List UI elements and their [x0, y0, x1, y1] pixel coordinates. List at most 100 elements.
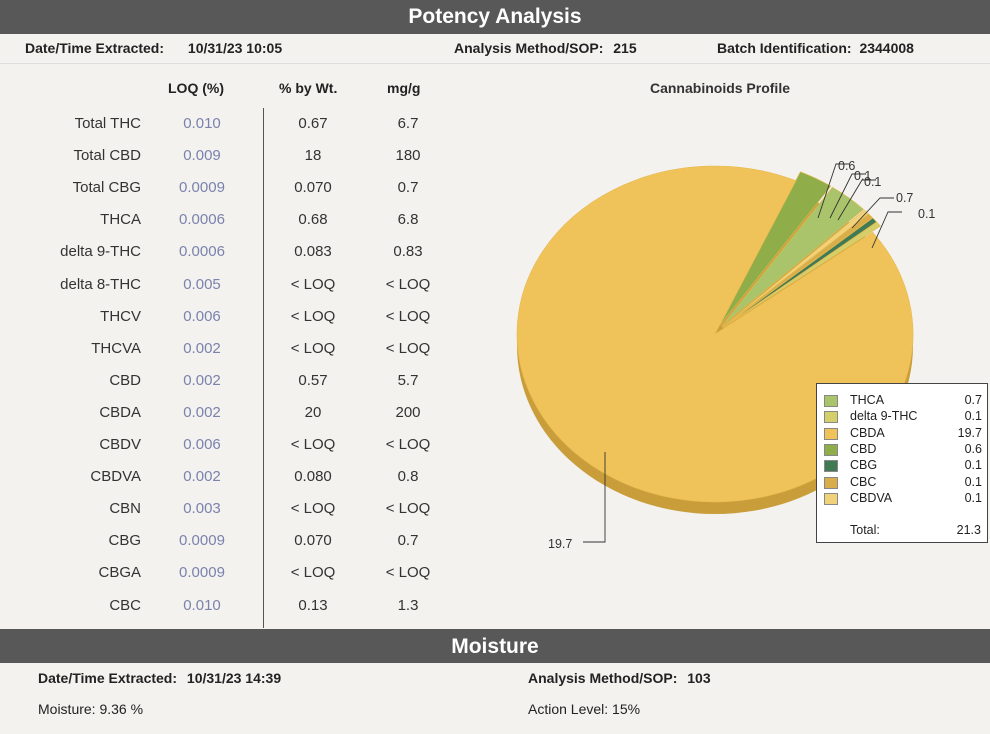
chart-legend: Total: 21.3 THCA 0.7 delta 9-THC 0.1 CBDA 19.…: [816, 383, 988, 543]
legend-name: THCA: [850, 393, 885, 407]
legend-name: delta 9-THC: [850, 409, 918, 424]
callout-line: [871, 211, 902, 249]
cell-pct: 0.070: [294, 532, 332, 550]
moisture-banner: Moisture: [0, 629, 990, 663]
pie-slice-cbd: [719, 171, 832, 326]
row-label: CBGA: [98, 564, 141, 582]
callout-label: 0.7: [896, 191, 913, 205]
cell-mg: < LOQ: [385, 564, 431, 582]
header-divider: [0, 63, 990, 64]
potency-method-value: 215: [613, 40, 637, 56]
legend-item: CBD 0.6: [824, 441, 984, 457]
pie-slice-cbc: [722, 213, 874, 328]
cell-loq: 0.006: [183, 436, 221, 453]
callout-label: 0.1: [854, 169, 871, 183]
legend-swatch: [824, 443, 838, 456]
cell-mg: 6.8: [397, 211, 419, 229]
legend-item: delta 9-THC 0.1: [824, 408, 984, 424]
callout-label: 0.1: [864, 175, 881, 189]
cell-pct: < LOQ: [290, 275, 336, 293]
cell-mg: < LOQ: [385, 436, 431, 453]
cell-pct: < LOQ: [290, 307, 336, 325]
cell-mg: 0.7: [397, 179, 419, 197]
cell-mg: 180: [395, 147, 421, 165]
legend-name: CBDA: [850, 425, 885, 440]
cell-pct: 20: [304, 403, 322, 421]
legend-value: 0.1: [964, 490, 982, 505]
row-label: Total THC: [74, 115, 141, 132]
potency-method: Analysis Method/SOP: 215: [454, 40, 637, 56]
moisture-extracted: Date/Time Extracted: 10/31/23 14:39: [38, 670, 281, 686]
cell-pct: < LOQ: [290, 564, 336, 582]
cell-mg: < LOQ: [385, 500, 431, 518]
batch-value: 2344008: [859, 40, 914, 56]
legend-value: 0.1: [964, 474, 982, 489]
cell-mg: < LOQ: [385, 275, 431, 293]
row-label: Total CBD: [73, 147, 141, 165]
moisture-method: Analysis Method/SOP: 103: [528, 670, 711, 686]
legend-swatch: [824, 427, 838, 440]
chart-title: Cannabinoids Profile: [649, 80, 790, 96]
batch-identification: Batch Identification: 2344008: [717, 40, 914, 56]
cell-loq: 0.002: [183, 468, 221, 486]
cell-pct: 0.13: [298, 596, 328, 614]
legend-value: 0.7: [964, 393, 982, 407]
legend-swatch: [824, 476, 838, 489]
cell-loq: 0.0009: [179, 564, 225, 582]
cannabinoids-pie-chart: 0.60.10.10.70.119.7: [516, 159, 935, 551]
batch-label: Batch Identification:: [717, 40, 852, 56]
cell-mg: 0.8: [397, 468, 419, 486]
legend-value: 19.7: [957, 425, 982, 440]
cell-loq: 0.0009: [179, 532, 225, 550]
col-header-pct: % by Wt.: [279, 80, 338, 96]
callout-line: [837, 179, 876, 221]
cell-pct: 0.070: [294, 179, 332, 197]
row-label: CBDVA: [90, 468, 141, 486]
cell-pct: < LOQ: [290, 339, 336, 357]
cell-mg: < LOQ: [385, 339, 431, 357]
cell-mg: 5.7: [397, 371, 419, 389]
legend-name: CBC: [850, 474, 877, 489]
legend-item: CBG 0.1: [824, 457, 984, 473]
cell-pct: < LOQ: [290, 500, 336, 518]
cell-pct: 0.083: [294, 243, 332, 261]
legend-name: CBDVA: [850, 490, 893, 505]
cell-pct: 0.68: [298, 211, 328, 229]
potency-extracted-value: 10/31/23 10:05: [187, 40, 283, 56]
moisture-value: Moisture: 9.36 %: [38, 701, 144, 717]
callout-line: [583, 452, 606, 543]
cell-loq: 0.0006: [179, 211, 225, 229]
cell-loq: 0.005: [183, 275, 221, 293]
row-label: CBDV: [99, 436, 141, 453]
cell-mg: 6.7: [397, 115, 419, 132]
potency-extracted-label: Date/Time Extracted:: [25, 40, 165, 56]
callout-label: 0.1: [918, 207, 935, 221]
moisture-extracted-label: Date/Time Extracted:: [38, 670, 178, 686]
cell-loq: 0.010: [183, 115, 221, 132]
cell-loq: 0.006: [183, 307, 221, 325]
row-label: THCV: [100, 307, 141, 325]
cell-mg: 0.7: [397, 532, 419, 550]
row-label: delta 9-THC: [60, 243, 141, 261]
legend-value: 0.1: [964, 409, 982, 424]
moisture-method-label: Analysis Method/SOP:: [528, 670, 678, 686]
cell-pct: 0.080: [294, 468, 332, 486]
callout-line: [851, 197, 894, 229]
row-label: THCA: [100, 211, 141, 229]
potency-banner: Potency Analysis: [0, 0, 990, 34]
legend-name: CBD: [850, 441, 877, 456]
cell-mg: 0.83: [393, 243, 423, 261]
cell-loq: 0.003: [183, 500, 221, 518]
legend-item: THCA 0.7: [824, 392, 984, 408]
moisture-extracted-value: 10/31/23 14:39: [186, 670, 282, 686]
cell-pct: 0.67: [298, 115, 328, 132]
callout-label: 0.6: [838, 159, 855, 173]
cell-loq: 0.0006: [179, 243, 225, 261]
legend-total-value: 21.3: [956, 523, 981, 537]
pie-slice-delta-9-thc: [722, 221, 881, 329]
pie-slice-cbda: [516, 165, 914, 503]
cell-mg: < LOQ: [385, 307, 431, 325]
callout-line: [817, 163, 850, 219]
legend-swatch: [824, 395, 838, 407]
col-header-loq: LOQ (%): [168, 80, 224, 96]
